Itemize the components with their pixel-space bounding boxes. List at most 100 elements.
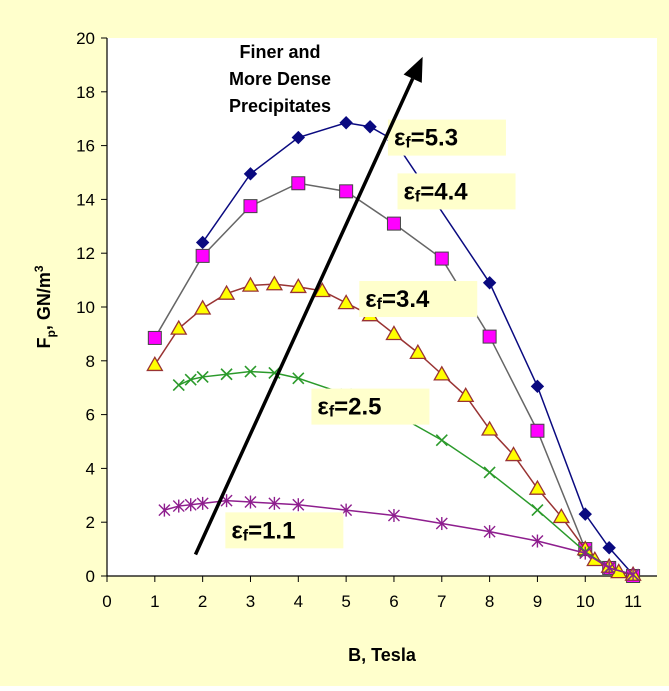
data-point <box>603 561 616 575</box>
x-tick-label: 1 <box>150 592 159 611</box>
data-point <box>292 498 305 512</box>
data-point <box>409 343 427 360</box>
y-tick-label: 10 <box>76 298 95 317</box>
series-label-4: εf=1.1 <box>225 512 344 549</box>
annotation-line: More Dense <box>229 69 331 89</box>
triangle-marker <box>504 446 523 462</box>
data-point <box>435 434 448 447</box>
triangle-marker <box>385 325 403 341</box>
data-point <box>435 517 448 531</box>
diamond-marker <box>195 235 210 250</box>
triangle-marker <box>265 275 284 291</box>
data-point <box>531 504 544 517</box>
x-marker-stroke <box>172 378 185 392</box>
data-point <box>385 325 403 341</box>
x-tick-label: 0 <box>102 592 111 611</box>
x-tick-label: 9 <box>533 592 542 611</box>
triangle-marker <box>170 319 188 335</box>
annotation-arrow-shaft <box>193 77 415 556</box>
square-marker <box>243 199 258 214</box>
x-tick-label: 8 <box>485 592 494 611</box>
series-label-3: εf=2.5 <box>311 388 430 425</box>
data-point <box>482 276 497 290</box>
square-marker <box>339 184 354 199</box>
data-point <box>196 370 209 384</box>
square-marker <box>434 251 449 266</box>
x-marker-stroke <box>483 466 496 479</box>
data-point <box>220 368 233 381</box>
x-marker-stroke <box>184 373 197 386</box>
y-tick-label: 4 <box>86 459 95 478</box>
square-marker <box>530 423 545 438</box>
annotation-text: Finer and More Dense Precipitates <box>229 42 331 116</box>
x-tick-label: 5 <box>341 592 350 611</box>
series-label-text: εf=1.1 <box>231 517 295 544</box>
series-label-text: εf=3.4 <box>365 286 430 313</box>
y-tick-label: 2 <box>86 513 95 532</box>
y-tick-label: 18 <box>76 83 95 102</box>
data-point <box>172 499 185 513</box>
data-point <box>483 466 496 479</box>
data-point <box>243 199 258 214</box>
diamond-marker <box>578 507 592 521</box>
series-label-box <box>311 388 430 425</box>
triangle-marker <box>337 294 355 310</box>
y-tick-label: 6 <box>86 406 95 425</box>
x-axis-title: B, Tesla <box>348 645 417 665</box>
data-point <box>244 495 257 509</box>
data-point <box>184 373 197 386</box>
series-label-text: εf=2.5 <box>317 394 381 421</box>
x-tick-label: 3 <box>246 592 255 611</box>
data-point <box>292 372 305 385</box>
x-marker-stroke <box>220 368 233 381</box>
data-point <box>530 379 545 394</box>
data-point <box>268 496 281 510</box>
data-point <box>291 176 306 191</box>
triangle-marker <box>217 284 236 300</box>
series-label-text: εf=5.3 <box>394 125 458 152</box>
data-point <box>433 365 451 381</box>
data-point <box>158 503 171 517</box>
data-point <box>172 378 185 392</box>
x-marker-stroke <box>268 366 281 379</box>
data-point <box>602 541 616 555</box>
series-label-0: εf=5.3 <box>387 119 506 156</box>
data-point <box>339 184 354 199</box>
data-point <box>627 568 640 582</box>
x-tick-label: 11 <box>624 592 642 611</box>
data-point <box>363 120 377 134</box>
data-point <box>147 330 162 345</box>
triangle-marker <box>409 343 427 360</box>
data-point <box>243 167 258 181</box>
data-point <box>195 235 210 250</box>
data-point <box>146 356 164 372</box>
data-point <box>386 216 401 231</box>
series-line <box>164 499 634 576</box>
x-marker-stroke <box>244 365 257 378</box>
x-tick-label: 7 <box>437 592 446 611</box>
data-point <box>482 329 497 344</box>
data-point <box>339 116 353 130</box>
x-marker-stroke <box>196 370 209 384</box>
diamond-marker <box>602 541 616 555</box>
x-marker-stroke <box>531 504 544 517</box>
triangle-marker <box>457 386 475 403</box>
triangle-marker <box>480 420 499 436</box>
y-tick-label: 0 <box>86 567 95 586</box>
square-marker <box>147 330 162 345</box>
data-point <box>578 507 592 521</box>
annotation-line: Precipitates <box>229 96 331 116</box>
data-point <box>531 534 544 548</box>
y-tick-label: 16 <box>76 137 95 156</box>
data-point <box>313 282 331 298</box>
data-point <box>552 508 570 524</box>
series-label-box <box>397 173 516 210</box>
x-tick-label: 4 <box>294 592 303 611</box>
triangle-marker <box>552 508 570 524</box>
annotation-arrow-head <box>403 56 423 83</box>
data-point <box>265 275 284 291</box>
x-marker-stroke <box>292 372 305 385</box>
data-point <box>289 278 307 294</box>
